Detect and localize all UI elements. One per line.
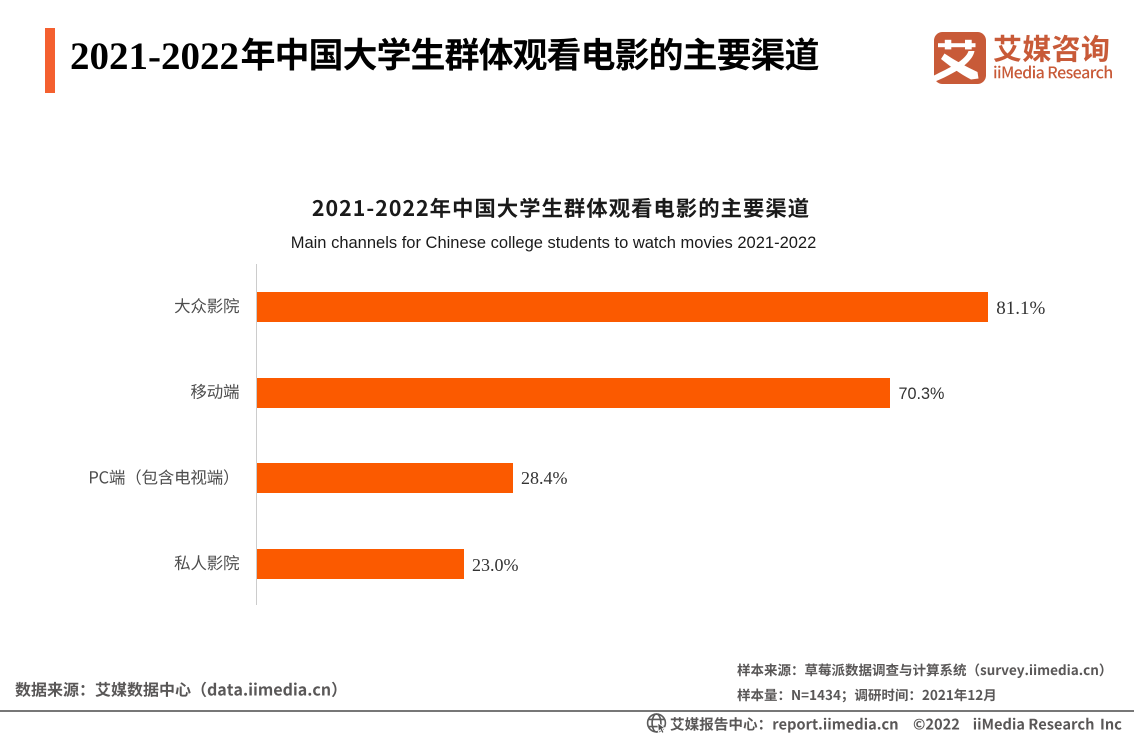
svg-text:81.1%: 81.1% [996, 298, 1045, 319]
svg-text:70.3%: 70.3% [899, 385, 945, 403]
svg-text:Main channels for Chinese coll: Main channels for Chinese college studen… [291, 234, 817, 252]
svg-text:28.4%: 28.4% [521, 468, 568, 488]
svg-text:2021-2022: 2021-2022 [70, 35, 239, 78]
svg-text:23.0%: 23.0% [472, 555, 519, 575]
